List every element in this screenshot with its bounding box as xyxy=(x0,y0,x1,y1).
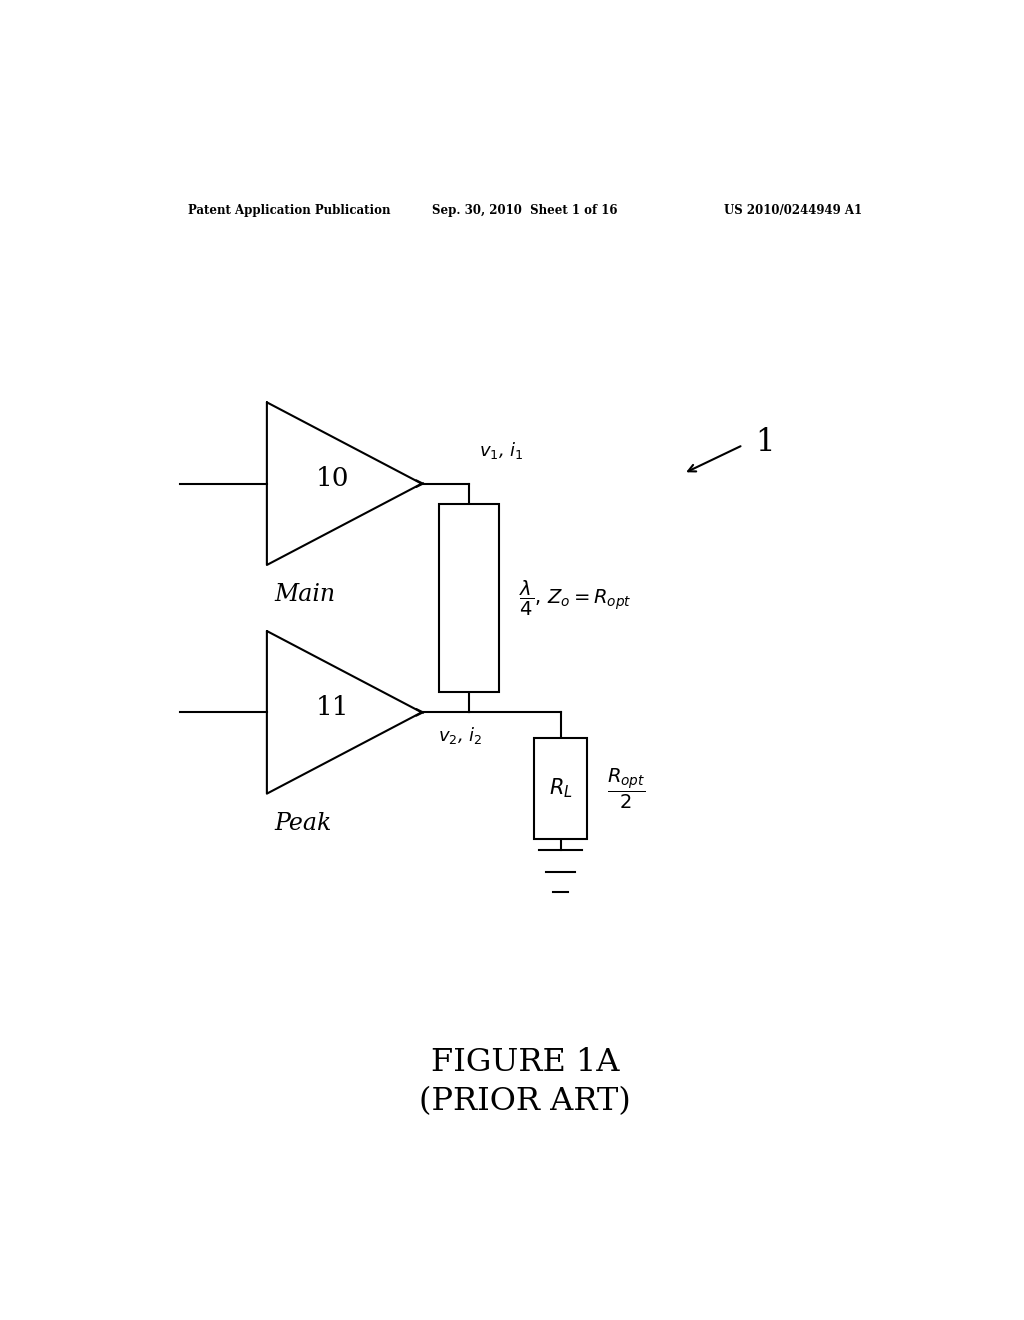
Text: $\dfrac{\lambda}{4}$, $Z_o = R_{opt}$: $\dfrac{\lambda}{4}$, $Z_o = R_{opt}$ xyxy=(519,578,632,618)
Text: Patent Application Publication: Patent Application Publication xyxy=(187,205,390,216)
Bar xyxy=(535,738,587,840)
Text: 11: 11 xyxy=(315,694,349,719)
Text: US 2010/0244949 A1: US 2010/0244949 A1 xyxy=(724,205,862,216)
Text: Peak: Peak xyxy=(274,812,332,836)
Text: FIGURE 1A: FIGURE 1A xyxy=(430,1048,620,1078)
Text: 10: 10 xyxy=(315,466,349,491)
Text: $v_2$, $i_2$: $v_2$, $i_2$ xyxy=(437,725,482,746)
Text: $v_1$, $i_1$: $v_1$, $i_1$ xyxy=(479,441,523,461)
Text: $\dfrac{R_{opt}}{2}$: $\dfrac{R_{opt}}{2}$ xyxy=(606,767,645,810)
Text: $R_L$: $R_L$ xyxy=(549,776,572,800)
Text: Sep. 30, 2010  Sheet 1 of 16: Sep. 30, 2010 Sheet 1 of 16 xyxy=(432,205,617,216)
Bar xyxy=(439,504,500,692)
Text: 1: 1 xyxy=(755,428,774,458)
Text: (PRIOR ART): (PRIOR ART) xyxy=(419,1086,631,1117)
Text: Main: Main xyxy=(274,583,336,606)
